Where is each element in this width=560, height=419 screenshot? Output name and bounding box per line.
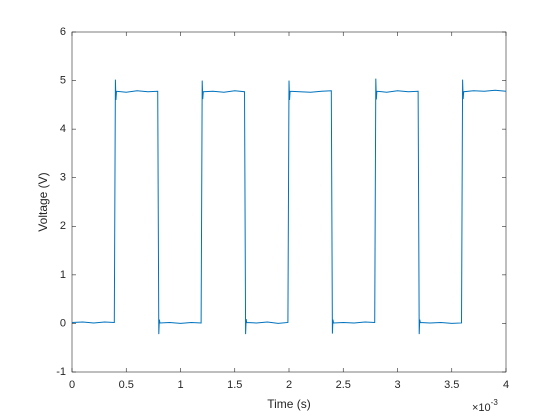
y-axis-label: Voltage (V) — [36, 172, 50, 231]
x-tick-label: 0.5 — [119, 379, 134, 391]
x-tick-label: 1.5 — [227, 379, 242, 391]
x-tick-label: 0 — [69, 379, 75, 391]
x-axis-label: Time (s) — [267, 397, 311, 411]
x-tick-label: 3.5 — [444, 379, 459, 391]
x-tick-label: 1 — [177, 379, 183, 391]
data-line — [71, 78, 507, 335]
x-tick-label: 2.5 — [336, 379, 351, 391]
y-tick-label: 3 — [60, 172, 66, 184]
y-tick-label: 4 — [60, 123, 66, 135]
x-tick-label: 4 — [503, 379, 509, 391]
x-tick-label: 3 — [394, 379, 400, 391]
y-tick-label: 0 — [60, 317, 66, 329]
x-tick-label: 2 — [286, 379, 292, 391]
y-tick-label: -1 — [56, 366, 66, 378]
y-tick-label: 1 — [60, 269, 66, 281]
y-tick-label: 6 — [60, 26, 66, 38]
x-scale-exponent: -3 — [491, 398, 499, 407]
y-tick-label: 2 — [60, 220, 66, 232]
y-tick-label: 5 — [60, 74, 66, 86]
x-scale-label: ×10-3 — [472, 398, 498, 414]
x-scale-base: ×10 — [472, 402, 491, 414]
